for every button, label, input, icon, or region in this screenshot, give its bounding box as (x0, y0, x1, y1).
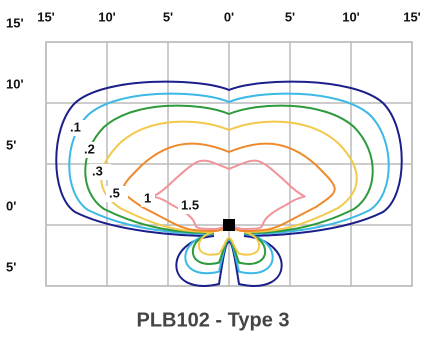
y-tick-label: 10' (6, 76, 24, 91)
contour-label: 1 (144, 190, 151, 205)
contour-label-bg (178, 198, 208, 214)
chart-title: PLB102 - Type 3 (136, 309, 289, 331)
contour-label: .2 (84, 141, 95, 156)
x-tick-label: 10' (342, 9, 360, 24)
x-tick-label: 5' (163, 9, 173, 24)
contour-label-bg (106, 186, 128, 202)
contour-label: .1 (70, 119, 81, 134)
contour-label-bg (67, 120, 89, 136)
contour-label: .5 (109, 185, 120, 200)
luminaire (223, 219, 235, 231)
contour-label: 1.5 (181, 197, 199, 212)
contour-label-bg (141, 191, 155, 207)
x-tick-label: 0' (224, 9, 234, 24)
x-tick-label: 5' (285, 9, 295, 24)
contour-label-bg (81, 142, 103, 158)
contour-label-bg (89, 164, 111, 180)
y-tick-label: 0' (6, 198, 16, 213)
x-tick-label: 15' (403, 9, 421, 24)
x-tick-label: 10' (98, 9, 116, 24)
contour-label: .3 (92, 163, 103, 178)
y-tick-label: 5' (6, 137, 16, 152)
contour (55, 80, 403, 287)
y-tick-label: 5' (6, 259, 16, 274)
x-tick-label: 15' (37, 9, 55, 24)
y-tick-label: 15' (6, 15, 24, 30)
